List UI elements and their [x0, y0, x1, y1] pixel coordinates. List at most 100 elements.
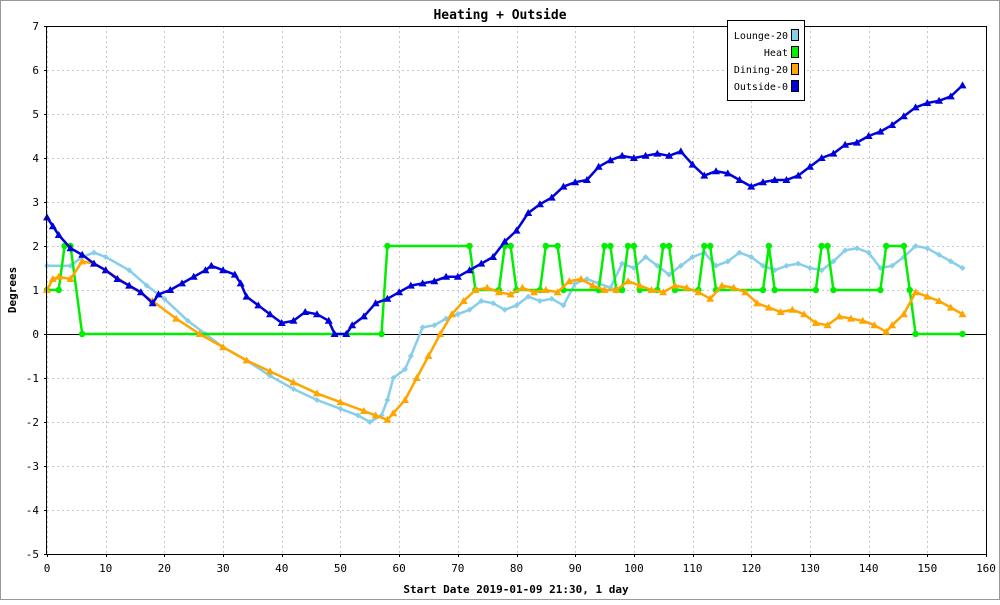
data-point [219, 266, 228, 274]
data-point [601, 242, 608, 250]
y-tick-label: -1 [26, 372, 39, 385]
data-point [689, 254, 696, 260]
data-point [759, 286, 767, 294]
data-point [55, 286, 62, 294]
data-point [154, 290, 163, 298]
data-point [817, 154, 826, 161]
data-point [113, 275, 122, 282]
data-point [829, 149, 838, 157]
data-point [559, 182, 568, 190]
plot-area-border [46, 26, 987, 555]
data-point [400, 396, 409, 403]
data-point [911, 103, 920, 111]
y-tick-label: -5 [26, 548, 39, 561]
data-point [818, 242, 825, 250]
data-point [442, 272, 451, 280]
data-point [935, 96, 944, 104]
data-point [466, 242, 473, 250]
data-point [600, 286, 609, 293]
data-point [242, 292, 251, 300]
y-tick-label: 3 [32, 196, 39, 209]
data-point [501, 306, 508, 313]
data-point [717, 281, 726, 289]
data-point [378, 330, 385, 338]
data-point [553, 288, 562, 296]
data-point [783, 262, 790, 269]
data-point [852, 138, 861, 146]
data-point [723, 169, 732, 177]
data-point [764, 303, 773, 311]
x-axis-label: Start Date 2019-01-09 21:30, 1 day [403, 583, 629, 596]
data-point [371, 411, 380, 419]
data-point [694, 288, 703, 296]
data-point [841, 140, 850, 148]
data-point [230, 270, 239, 278]
data-point [383, 294, 392, 302]
data-point [483, 283, 492, 291]
data-point [906, 286, 913, 294]
data-point [660, 242, 667, 250]
data-point [478, 298, 485, 304]
legend-swatch [791, 63, 799, 75]
data-point [870, 321, 879, 329]
data-point [624, 242, 632, 250]
data-point [713, 262, 720, 269]
legend-label: Outside-0 [734, 82, 788, 93]
data-point [366, 419, 373, 425]
data-point [877, 286, 884, 294]
data-point [630, 242, 638, 250]
data-point [78, 257, 87, 265]
data-point [126, 267, 133, 274]
series-group [43, 81, 967, 425]
data-point [289, 316, 298, 324]
data-point [741, 288, 750, 296]
data-point [946, 92, 955, 100]
data-point [888, 321, 897, 329]
data-point [424, 352, 433, 359]
data-point [865, 249, 872, 256]
legend-label: Heat [764, 48, 788, 59]
data-point [266, 310, 275, 318]
y-tick-label: -3 [26, 460, 39, 473]
data-point [795, 260, 802, 267]
data-point [312, 310, 321, 318]
axis-ticks: 0 10 20 30 40 50 60 70 80 90 100 110 120 130 140 150 160… [26, 20, 996, 575]
data-point [471, 286, 480, 293]
data-point [313, 397, 320, 403]
data-point [700, 171, 709, 179]
data-point [924, 245, 931, 252]
data-point [166, 286, 175, 293]
data-point [535, 200, 544, 208]
data-point [359, 312, 368, 320]
data-point [618, 286, 626, 294]
y-tick-label: 7 [32, 20, 39, 33]
data-point [54, 272, 63, 280]
series-line-dining-20 [45, 260, 964, 422]
y-tick-label: 0 [32, 328, 39, 341]
data-point [594, 162, 603, 170]
data-point [612, 286, 621, 293]
data-point [506, 290, 515, 298]
data-point [706, 294, 715, 302]
data-point [436, 330, 445, 337]
data-point [195, 330, 204, 337]
data-point [607, 242, 614, 250]
data-point [236, 279, 245, 287]
data-point [447, 310, 456, 318]
data-point [48, 222, 57, 230]
data-point [736, 249, 743, 256]
data-point [958, 310, 967, 318]
data-point [888, 121, 897, 128]
data-point [682, 283, 691, 291]
data-point [864, 132, 873, 139]
data-point [431, 322, 438, 329]
data-point [606, 156, 615, 164]
data-point [518, 283, 527, 291]
data-point [776, 308, 785, 315]
chart-title: Heating + Outside [433, 8, 566, 23]
data-point [830, 286, 837, 294]
data-point [90, 249, 97, 256]
data-point [758, 178, 767, 186]
data-point [54, 231, 63, 238]
